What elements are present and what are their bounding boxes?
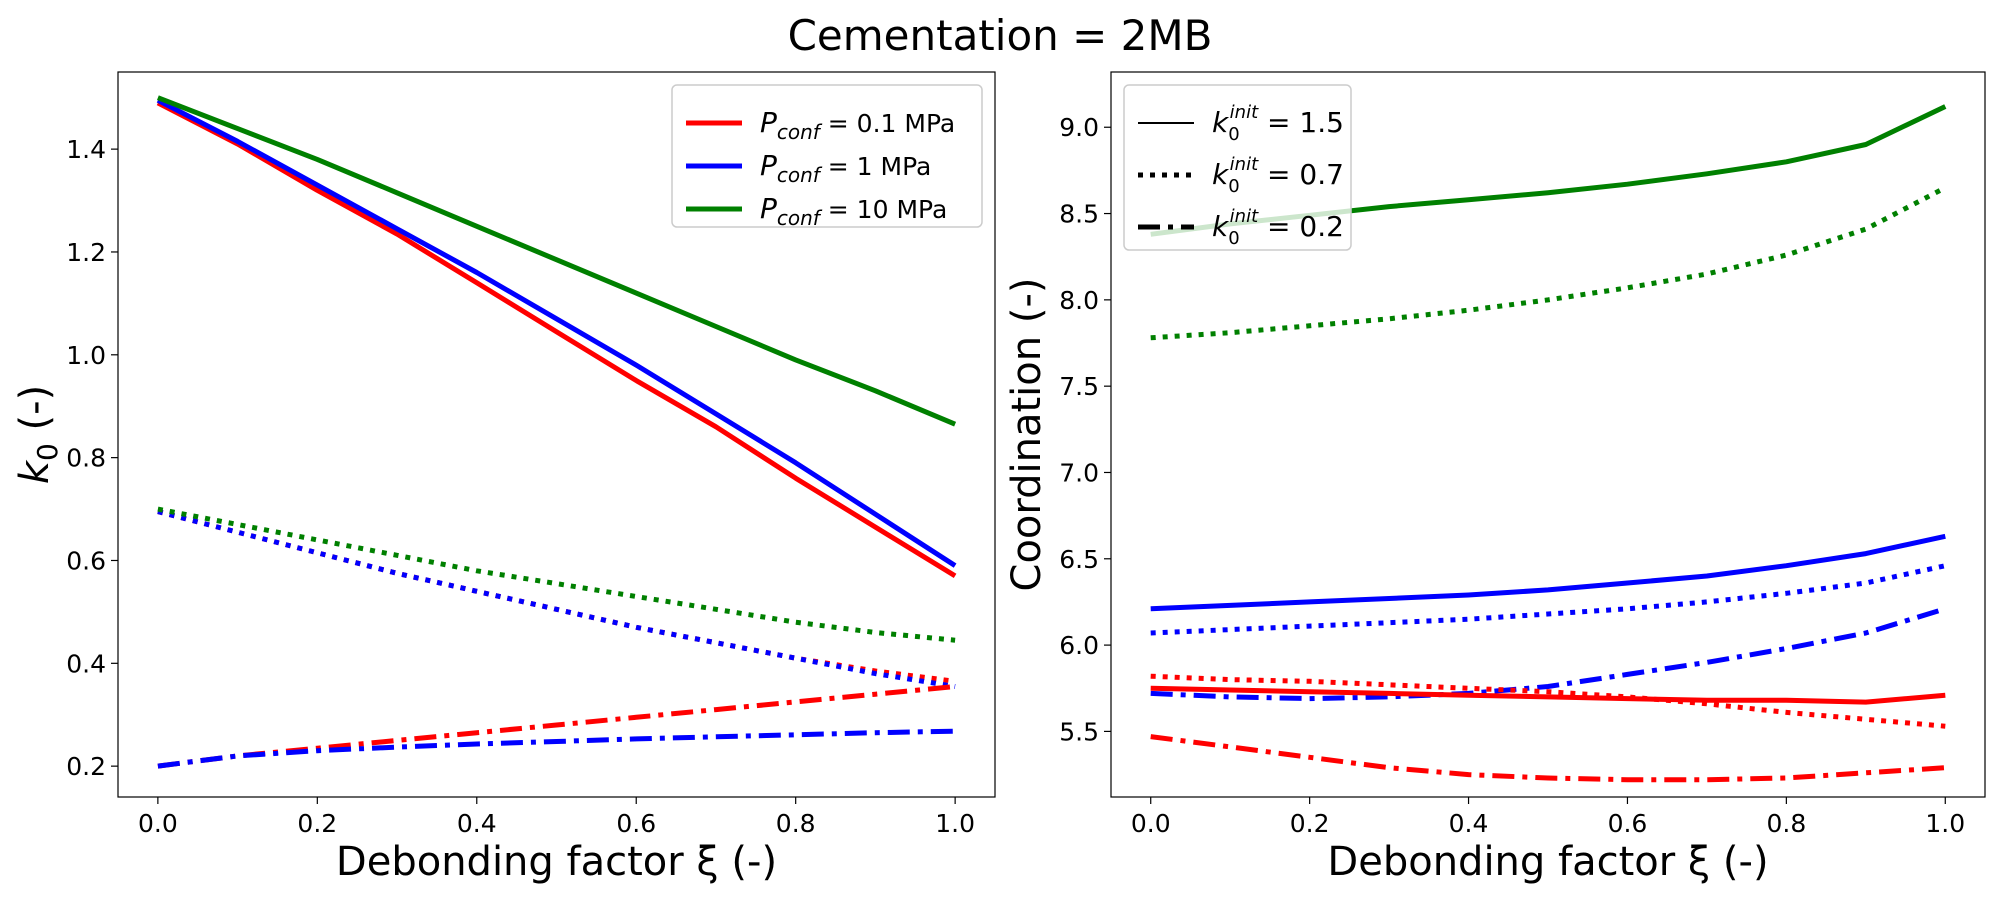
series-line-3 <box>1150 563 1946 636</box>
legend-superscript: init <box>1230 102 1259 123</box>
series-line-2 <box>156 95 957 427</box>
series-line-0 <box>156 100 957 579</box>
legend-superscript: init <box>1230 154 1259 175</box>
y-axis-label-symbol: k <box>12 459 58 484</box>
y-tick-label: 5.5 <box>1059 717 1099 746</box>
x-tick-label: 0.2 <box>1290 809 1330 838</box>
legend-label-1: Pconf = 1 MPa <box>760 149 931 187</box>
left-chart: 0.0 0.2 0.4 0.6 0.8 1.0 0.2 0.4 0.6 0.8 1.0 1.2 1.4 D… <box>12 71 996 885</box>
legend-label-1: k0init = 0.7 <box>1212 154 1344 197</box>
legend-subscript: conf <box>777 163 823 187</box>
y-tick-label: 7.0 <box>1059 458 1099 487</box>
plot-frame <box>117 71 996 798</box>
x-tick-label: 0.8 <box>1766 809 1806 838</box>
legend-label-2: Pconf = 10 MPa <box>760 192 947 230</box>
legend-symbol: P <box>760 149 777 182</box>
y-axis-label: k0 (-) <box>12 385 64 484</box>
legend-value: = 0.7 <box>1258 158 1344 191</box>
y-tick-label: 6.0 <box>1059 631 1099 660</box>
legend-box <box>1123 84 1352 251</box>
y-axis-label-suffix: (-) <box>12 385 58 443</box>
y-tick-label: 0.6 <box>66 546 106 575</box>
y-tick-label: 7.5 <box>1059 372 1099 401</box>
y-tick-label: 0.2 <box>66 752 106 781</box>
series-line-5 <box>157 506 956 643</box>
x-tick-label: 0.2 <box>297 809 337 838</box>
plot-frame <box>1110 71 1986 798</box>
legend-value: = 1 MPa <box>820 152 932 181</box>
legend-subscript: conf <box>777 120 823 144</box>
legend-subscript: 0 <box>1228 124 1239 145</box>
x-tick-label: 1.0 <box>935 809 975 838</box>
y-tick-label: 0.4 <box>66 649 106 678</box>
legend-label-0: Pconf = 0.1 MPa <box>760 106 955 144</box>
x-axis-label: Debonding factor ξ (-) <box>1327 839 1768 885</box>
legend-box <box>671 84 983 228</box>
legend-symbol: P <box>760 192 777 225</box>
legend-value: = 10 MPa <box>820 195 947 224</box>
legend-label-2: k0init = 0.2 <box>1212 206 1344 249</box>
legend-symbol: k <box>1212 106 1230 139</box>
x-tick-label: 1.0 <box>1925 809 1965 838</box>
x-tick-label: 0.0 <box>138 809 178 838</box>
series-line-4 <box>157 509 956 689</box>
y-tick-label: 6.5 <box>1059 545 1099 574</box>
x-tick-label: 0.4 <box>1449 809 1489 838</box>
y-tick-label: 1.0 <box>66 341 106 370</box>
legend-subscript: 0 <box>1228 228 1239 249</box>
series-line-1 <box>1150 185 1947 341</box>
y-tick-label: 1.4 <box>66 135 106 164</box>
y-tick-label: 0.8 <box>66 444 106 473</box>
x-tick-label: 0.6 <box>1608 809 1648 838</box>
legend-value: = 1.5 <box>1258 106 1344 139</box>
series-line-5 <box>1150 673 1946 729</box>
legend-label-0: k0init = 1.5 <box>1212 102 1344 145</box>
series-line-1 <box>156 98 957 568</box>
series-line-6 <box>1150 685 1946 705</box>
legend-superscript: init <box>1230 206 1259 227</box>
legend-symbol: k <box>1212 158 1230 191</box>
legend-symbol: P <box>760 106 777 139</box>
x-tick-label: 0.0 <box>1131 809 1171 838</box>
y-axis-label-subscript: 0 <box>31 443 64 461</box>
y-tick-label: 8.5 <box>1059 200 1099 229</box>
legend-value: = 0.2 <box>1258 210 1344 243</box>
y-tick-label: 8.0 <box>1059 286 1099 315</box>
right-chart: 0.0 0.2 0.4 0.6 0.8 1.0 5.5 6.0 6.5 7.0 7.5 8.0 8.5 9… <box>1004 71 1986 885</box>
x-axis-label: Debonding factor ξ (-) <box>336 839 777 885</box>
x-tick-label: 0.8 <box>776 809 816 838</box>
figure-title: Cementation = 2MB <box>788 11 1213 60</box>
y-axis-label: Coordination (-) <box>1004 278 1050 592</box>
x-tick-label: 0.4 <box>457 809 497 838</box>
legend-symbol: k <box>1212 210 1230 243</box>
series-line-7 <box>157 728 956 769</box>
series-line-2 <box>1150 533 1946 612</box>
legend-subscript: conf <box>777 206 823 230</box>
y-tick-label: 1.2 <box>66 238 106 267</box>
legend-subscript: 0 <box>1228 176 1239 197</box>
series-line-7 <box>1150 734 1946 783</box>
series-group <box>156 95 957 769</box>
x-tick-label: 0.6 <box>616 809 656 838</box>
y-tick-label: 9.0 <box>1059 113 1099 142</box>
legend-value: = 0.1 MPa <box>820 109 955 138</box>
series-line-4 <box>1150 606 1947 702</box>
